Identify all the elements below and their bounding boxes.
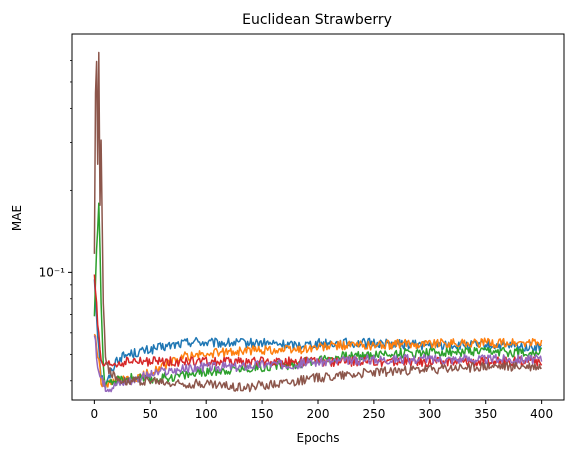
x-tick-label: 200 (307, 407, 330, 421)
x-tick-label: 300 (418, 407, 441, 421)
y-axis-label: MAE (10, 205, 24, 231)
x-tick-label: 50 (143, 407, 158, 421)
y-axis: 10⁻¹ (39, 59, 72, 382)
x-axis: 0 50 100 150 200 250 300 350 400 (91, 400, 553, 421)
series-layer (93, 51, 543, 393)
series-line-1 (93, 279, 543, 389)
series-line-6 (93, 51, 542, 393)
series-line-4 (93, 274, 543, 368)
x-tick-label: 350 (474, 407, 497, 421)
series-line-3 (93, 202, 543, 386)
x-tick-label: 150 (251, 407, 274, 421)
series-line-5 (93, 335, 543, 393)
series-line-2 (93, 333, 543, 388)
x-tick-label: 0 (91, 407, 99, 421)
x-axis-label: Epochs (297, 431, 340, 445)
x-tick-label: 400 (530, 407, 553, 421)
x-tick-label: 100 (195, 407, 218, 421)
chart-title: Euclidean Strawberry (242, 12, 392, 28)
x-tick-label: 250 (362, 407, 385, 421)
y-tick-label: 10⁻¹ (39, 265, 66, 279)
